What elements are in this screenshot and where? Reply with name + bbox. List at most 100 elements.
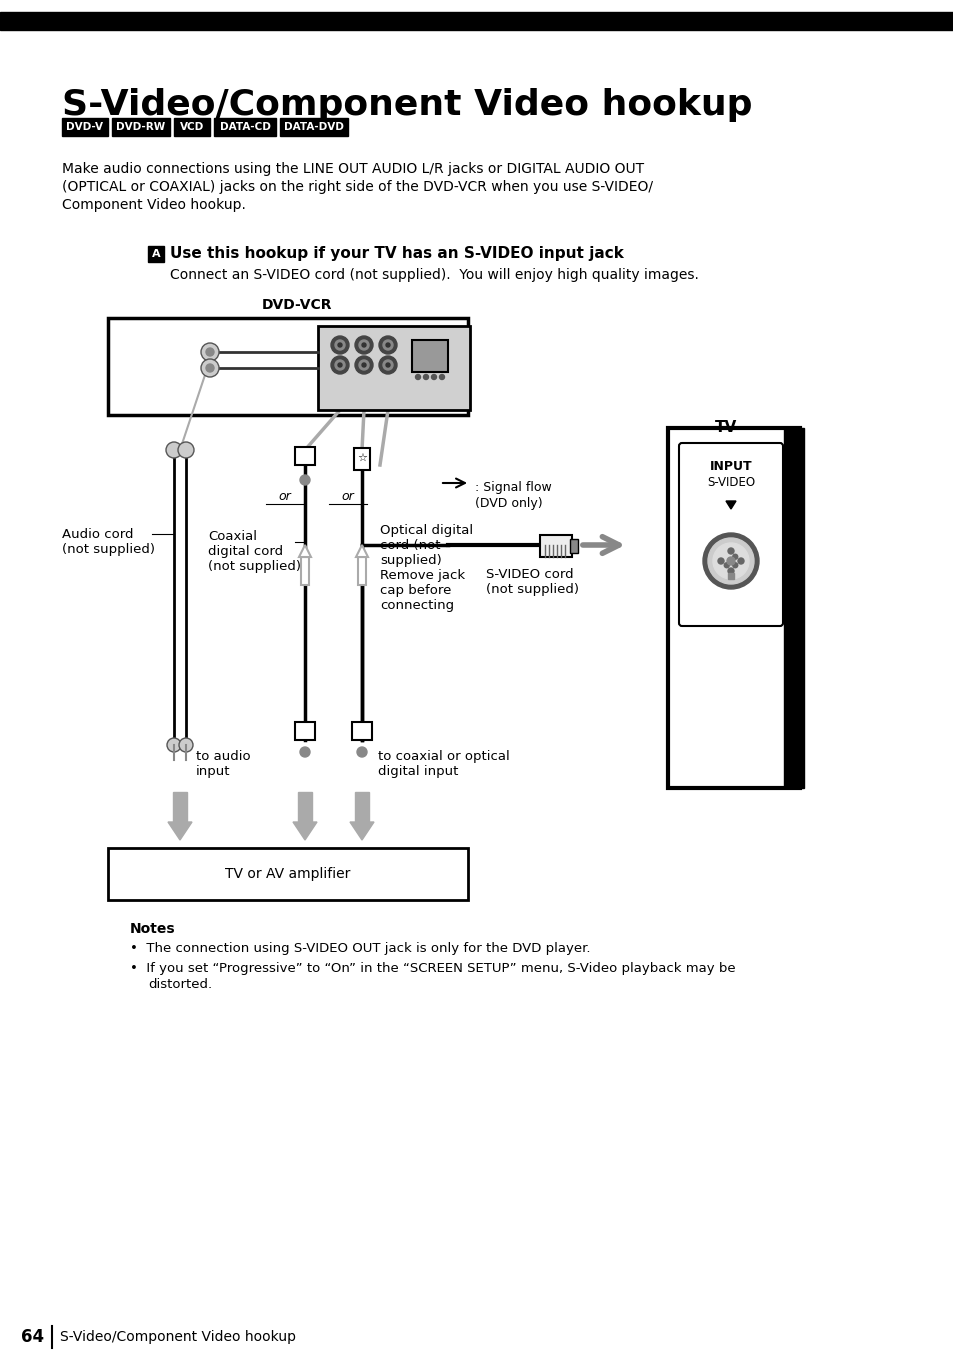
Bar xyxy=(355,792,369,822)
Circle shape xyxy=(382,360,393,370)
Circle shape xyxy=(166,442,182,458)
Circle shape xyxy=(423,375,428,380)
Text: Make audio connections using the LINE OUT AUDIO L/R jacks or DIGITAL AUDIO OUT: Make audio connections using the LINE OU… xyxy=(62,162,643,176)
Text: Component Video hookup.: Component Video hookup. xyxy=(62,197,246,212)
Bar xyxy=(108,318,468,415)
Text: Notes: Notes xyxy=(130,922,175,936)
Bar xyxy=(727,573,733,579)
Text: digital cord: digital cord xyxy=(208,545,283,558)
Text: input: input xyxy=(195,765,231,777)
Bar xyxy=(297,792,312,822)
Text: S-VIDEO cord: S-VIDEO cord xyxy=(485,568,573,581)
Text: DATA-DVD: DATA-DVD xyxy=(284,122,344,132)
Text: S-Video/Component Video hookup: S-Video/Component Video hookup xyxy=(62,88,752,122)
Bar xyxy=(172,792,187,822)
Bar xyxy=(317,326,470,410)
Text: supplied): supplied) xyxy=(379,554,441,566)
Polygon shape xyxy=(355,545,368,557)
Circle shape xyxy=(358,360,369,370)
Bar xyxy=(352,722,372,740)
Polygon shape xyxy=(293,822,316,840)
Text: Optical digital: Optical digital xyxy=(379,525,473,537)
Circle shape xyxy=(707,538,753,584)
Text: DVD-RW: DVD-RW xyxy=(116,122,166,132)
Text: (not supplied): (not supplied) xyxy=(208,560,301,573)
Bar xyxy=(539,535,572,557)
Polygon shape xyxy=(298,545,311,557)
Text: cord (not: cord (not xyxy=(379,539,440,552)
Circle shape xyxy=(337,362,341,366)
Bar xyxy=(294,722,314,740)
Bar xyxy=(783,429,803,788)
Circle shape xyxy=(179,738,193,752)
Circle shape xyxy=(361,362,366,366)
Bar xyxy=(62,118,108,137)
Bar xyxy=(112,118,170,137)
Circle shape xyxy=(355,337,373,354)
Text: to audio: to audio xyxy=(195,750,251,763)
Circle shape xyxy=(378,356,396,375)
Polygon shape xyxy=(350,822,374,840)
Bar xyxy=(173,118,210,137)
Circle shape xyxy=(206,347,213,356)
Bar xyxy=(213,118,275,137)
Circle shape xyxy=(355,356,373,375)
Circle shape xyxy=(712,544,748,579)
Text: •  If you set “Progressive” to “On” in the “SCREEN SETUP” menu, S-Video playback: • If you set “Progressive” to “On” in th… xyxy=(130,963,735,975)
Text: or: or xyxy=(341,489,354,503)
Text: digital input: digital input xyxy=(377,765,457,777)
Text: S-VIDEO: S-VIDEO xyxy=(706,476,754,489)
Circle shape xyxy=(331,356,349,375)
Text: DATA-CD: DATA-CD xyxy=(219,122,270,132)
Bar xyxy=(294,448,314,465)
Circle shape xyxy=(723,562,728,568)
Circle shape xyxy=(356,748,367,757)
Text: ☆: ☆ xyxy=(356,453,367,462)
Text: S-Video/Component Video hookup: S-Video/Component Video hookup xyxy=(60,1330,295,1344)
Bar xyxy=(357,557,366,585)
Text: Remove jack: Remove jack xyxy=(379,569,465,581)
Circle shape xyxy=(335,339,345,350)
Bar xyxy=(412,339,448,372)
Circle shape xyxy=(361,343,366,347)
Text: (not supplied): (not supplied) xyxy=(485,583,578,596)
Text: (OPTICAL or COAXIAL) jacks on the right side of the DVD-VCR when you use S-VIDEO: (OPTICAL or COAXIAL) jacks on the right … xyxy=(62,180,652,193)
Text: TV or AV amplifier: TV or AV amplifier xyxy=(225,867,351,882)
Text: : Signal flow: : Signal flow xyxy=(475,481,551,493)
Circle shape xyxy=(337,343,341,347)
Circle shape xyxy=(702,533,759,589)
Text: or: or xyxy=(278,489,291,503)
Circle shape xyxy=(178,442,193,458)
Circle shape xyxy=(727,568,733,575)
Text: Audio cord: Audio cord xyxy=(62,529,133,541)
Circle shape xyxy=(382,339,393,350)
Bar xyxy=(301,557,309,585)
FancyBboxPatch shape xyxy=(679,443,782,626)
Circle shape xyxy=(201,360,219,377)
Text: INPUT: INPUT xyxy=(709,460,752,473)
Text: TV: TV xyxy=(714,420,737,435)
Circle shape xyxy=(331,337,349,354)
Circle shape xyxy=(201,343,219,361)
Polygon shape xyxy=(725,502,735,508)
Text: A: A xyxy=(152,249,160,260)
Circle shape xyxy=(718,558,723,564)
Circle shape xyxy=(358,339,369,350)
Text: Connect an S-VIDEO cord (not supplied).  You will enjoy high quality images.: Connect an S-VIDEO cord (not supplied). … xyxy=(170,268,699,283)
Circle shape xyxy=(431,375,436,380)
Circle shape xyxy=(732,562,737,568)
Bar xyxy=(569,539,578,553)
Bar xyxy=(0,12,953,30)
Text: (not supplied): (not supplied) xyxy=(62,544,154,556)
Circle shape xyxy=(726,557,734,565)
Text: •  The connection using S-VIDEO OUT jack is only for the DVD player.: • The connection using S-VIDEO OUT jack … xyxy=(130,942,590,955)
Text: DVD-VCR: DVD-VCR xyxy=(262,297,333,312)
Circle shape xyxy=(299,748,310,757)
Circle shape xyxy=(378,337,396,354)
Text: connecting: connecting xyxy=(379,599,454,612)
Circle shape xyxy=(206,364,213,372)
Text: (DVD only): (DVD only) xyxy=(475,498,542,510)
Text: 64: 64 xyxy=(21,1328,44,1347)
Text: Coaxial: Coaxial xyxy=(208,530,256,544)
Circle shape xyxy=(727,548,733,554)
